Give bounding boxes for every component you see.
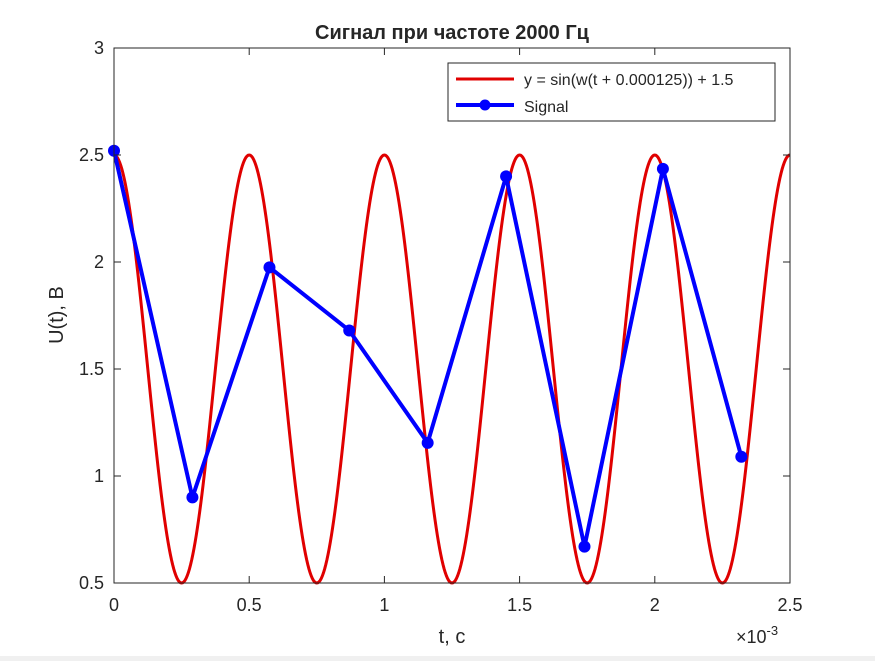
signal-point <box>735 450 748 463</box>
tick-layer: 0 0.5 1 1.5 2 2.50.511.522.53 <box>79 38 803 615</box>
x-tick-label: 1.5 <box>507 595 532 615</box>
signal-point <box>186 491 199 504</box>
plot-area <box>114 48 790 583</box>
y-tick-label: 1 <box>94 466 104 486</box>
x-tick-label: 0.5 <box>237 595 262 615</box>
legend[interactable]: y = sin(w(t + 0.000125)) + 1.5 Signal <box>447 62 776 122</box>
y-tick-label: 1.5 <box>79 359 104 379</box>
signal-layer <box>108 144 748 553</box>
signal-point <box>500 170 513 183</box>
y-tick-label: 2.5 <box>79 145 104 165</box>
y-tick-label: 0.5 <box>79 573 104 593</box>
signal-point <box>656 162 669 175</box>
legend-box <box>447 62 776 122</box>
signal-point <box>578 540 591 553</box>
x-exponent-base: ×10 <box>736 627 767 647</box>
x-tick-label: 2 <box>650 595 660 615</box>
y-axis-label: U(t), В <box>46 286 68 344</box>
legend-label-function: y = sin(w(t + 0.000125)) + 1.5 <box>524 72 734 89</box>
axes-box <box>113 47 791 584</box>
chart-title: Сигнал при частоте 2000 Гц <box>315 22 590 44</box>
x-tick-label: 0 <box>109 595 119 615</box>
signal-point <box>421 436 434 449</box>
x-exponent-label: ×10-3 <box>736 623 778 647</box>
x-tick-label: 1 <box>379 595 389 615</box>
y-tick-label: 3 <box>94 38 104 58</box>
y-tick-label: 2 <box>94 252 104 272</box>
x-exponent-power: -3 <box>767 623 779 638</box>
legend-label-signal: Signal <box>524 99 568 116</box>
signal-point <box>343 324 356 337</box>
x-tick-label: 2.5 <box>777 595 802 615</box>
signal-point <box>263 261 276 274</box>
legend-marker-signal <box>479 99 491 111</box>
x-axis-label: t, с <box>439 626 466 648</box>
